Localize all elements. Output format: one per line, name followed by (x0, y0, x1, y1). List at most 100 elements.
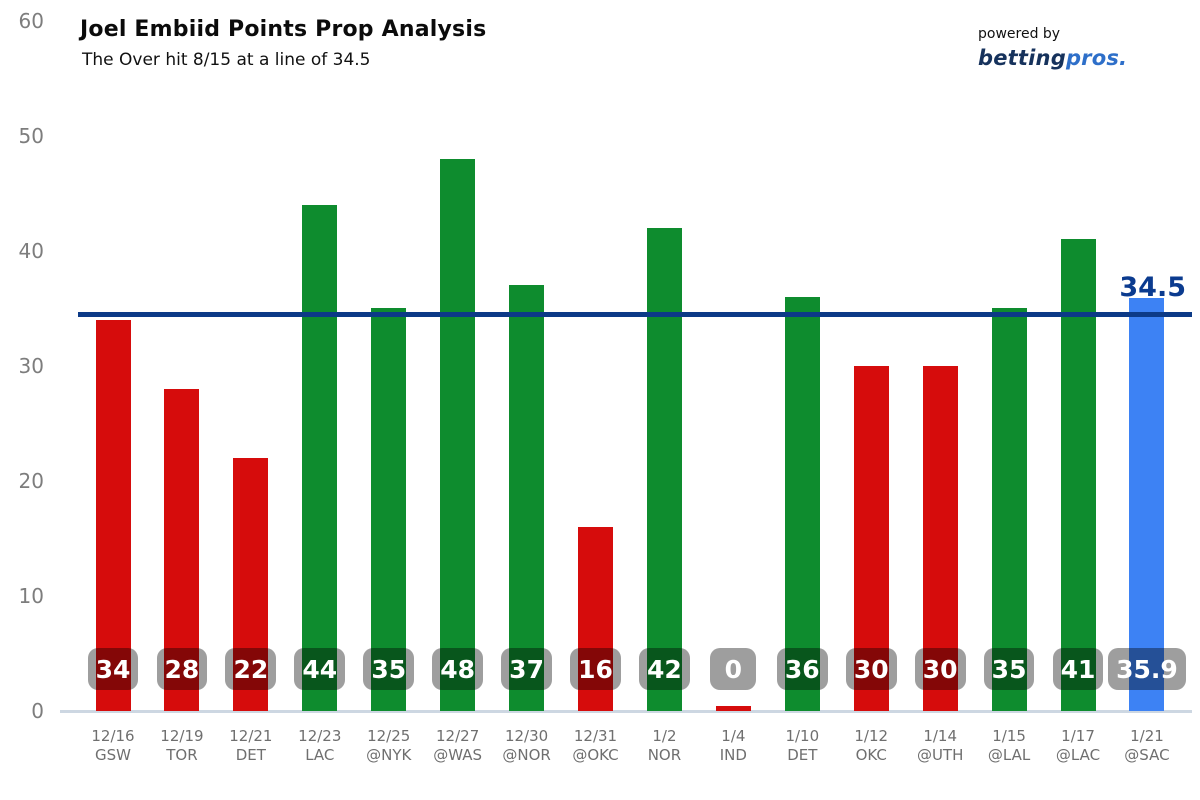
bar-value-badge: 35 (983, 648, 1035, 690)
bar-value-badge: 35 (363, 648, 415, 690)
bar-over (371, 308, 407, 711)
x-axis-label-date: 12/27 (436, 727, 480, 745)
x-axis-label-date: 12/31 (573, 727, 618, 745)
bar-value-badge-wrap: 41 (1030, 648, 1126, 690)
bar-value-badge: 16 (570, 648, 621, 690)
bar-value-badge: 48 (432, 648, 484, 690)
bar-value-badge: 34 (87, 648, 139, 690)
x-axis-label: 12/30 @NOR (479, 727, 575, 765)
bar-value-badge-wrap: 34 (65, 648, 161, 690)
x-axis-label-date: 1/12 (854, 727, 889, 745)
x-axis-label-date: 1/2 (652, 727, 677, 745)
x-axis-label: 1/4 IND (685, 727, 781, 765)
x-axis-label-opponent: @WAS (433, 746, 483, 764)
x-axis-label-opponent: @NOR (502, 746, 551, 764)
prop-line-label: 34.5 (1119, 272, 1186, 303)
y-axis-tick: 20 (18, 469, 44, 493)
bar-value-badge-wrap: 30 (823, 648, 919, 690)
bar-value-badge-wrap: 37 (479, 648, 575, 690)
chart-subtitle: The Over hit 8/15 at a line of 34.5 (82, 50, 371, 70)
powered-by-label: powered by (978, 26, 1061, 42)
bar-value-badge: 41 (1052, 648, 1104, 690)
x-axis-label-opponent: TOR (166, 746, 198, 764)
x-axis-label-date: 1/21 (1130, 727, 1164, 745)
x-axis-label: 1/17 @LAC (1030, 727, 1126, 765)
x-axis-label-date: 12/25 (367, 727, 411, 745)
x-axis-label: 1/15 @LAL (961, 727, 1057, 765)
bar-value-badge: 36 (776, 648, 828, 690)
x-axis-label-date: 12/19 (160, 727, 204, 745)
y-axis-tick: 30 (18, 354, 44, 378)
x-axis-label: 1/2 NOR (616, 727, 712, 765)
bar-under (853, 366, 889, 711)
x-axis-label-opponent: @LAL (987, 746, 1031, 764)
bar-value-badge: 28 (156, 648, 208, 690)
x-axis-label-opponent: DET (787, 746, 818, 764)
x-axis-label-opponent: @SAC (1124, 746, 1170, 764)
bar-value-badge-wrap: 35 (961, 648, 1057, 690)
bar-value-badge-wrap: 30 (892, 648, 988, 690)
bar-under (922, 366, 958, 711)
bar-over (1060, 239, 1096, 711)
chart-title: Joel Embiid Points Prop Analysis (80, 17, 487, 42)
bettingpros-logo[interactable]: bettingpros. (978, 46, 1127, 70)
x-axis-label-date: 12/16 (91, 727, 135, 745)
x-axis-label: 12/21 DET (203, 727, 299, 765)
x-axis-label-opponent: GSW (95, 746, 131, 764)
y-axis-tick: 60 (18, 9, 44, 33)
y-axis-tick: 40 (18, 239, 44, 263)
bar-value-badge-wrap: 48 (410, 648, 506, 690)
bar-value-badge: 30 (914, 648, 966, 690)
bar-over (991, 308, 1027, 711)
bar-value-badge-wrap: 35 (341, 648, 437, 690)
bar-value-badge-wrap: 42 (616, 648, 712, 690)
bar-under (164, 389, 200, 711)
x-axis-line (60, 710, 1192, 713)
bar-value-badge-wrap: 36 (754, 648, 850, 690)
bar-over (509, 285, 545, 711)
x-axis-label-date: 1/17 (1061, 727, 1095, 745)
x-axis-label: 12/16 GSW (65, 727, 161, 765)
x-axis-label: 12/27 @WAS (410, 727, 506, 765)
x-axis-label-opponent: NOR (647, 746, 682, 764)
bar-under (233, 458, 269, 711)
x-axis-label-opponent: @LAC (1055, 746, 1101, 764)
bar-over (784, 297, 820, 711)
bar-value-badge-wrap: 22 (203, 648, 299, 690)
bar-value-badge: 42 (639, 648, 690, 690)
x-axis-label-opponent: DET (235, 746, 266, 764)
bar-under (578, 527, 613, 711)
x-axis-label-date: 1/15 (992, 727, 1026, 745)
x-axis-label-date: 12/21 (229, 727, 273, 745)
bar-value-badge: 0 (710, 648, 757, 690)
x-axis-label: 12/23 LAC (272, 727, 368, 765)
x-axis-label: 12/25 @NYK (341, 727, 437, 765)
bar-value-badge-wrap: 35.9 (1099, 648, 1195, 690)
x-axis-label: 1/12 OKC (823, 727, 919, 765)
bar-over (302, 205, 338, 711)
bar-projection (1129, 298, 1165, 711)
x-axis-label: 12/19 TOR (134, 727, 230, 765)
y-axis-tick: 10 (18, 584, 44, 608)
x-axis-label-opponent: OKC (855, 746, 887, 764)
x-axis-label: 1/14 @UTH (892, 727, 988, 765)
bar-value-badge: 44 (294, 648, 346, 690)
bar-value-badge-wrap: 16 (548, 648, 644, 690)
bar-value-badge: 35.9 (1108, 648, 1186, 690)
brand-pros-text: pros. (1065, 46, 1128, 70)
x-axis-label: 12/31 @OKC (548, 727, 644, 765)
x-axis-label-date: 1/10 (785, 727, 820, 745)
x-axis-label: 1/21 @SAC (1099, 727, 1195, 765)
x-axis-label: 1/10 DET (754, 727, 850, 765)
bar-value-badge-wrap: 0 (685, 648, 781, 690)
x-axis-label-opponent: @UTH (916, 746, 964, 764)
bar-over (646, 228, 682, 711)
x-axis-label-date: 1/14 (923, 727, 957, 745)
bar-value-badge: 30 (845, 648, 897, 690)
y-axis-tick: 0 (31, 699, 44, 723)
bar-under (715, 706, 751, 711)
y-axis-tick: 50 (18, 124, 44, 148)
brand-betting-text: betting (978, 46, 1066, 70)
